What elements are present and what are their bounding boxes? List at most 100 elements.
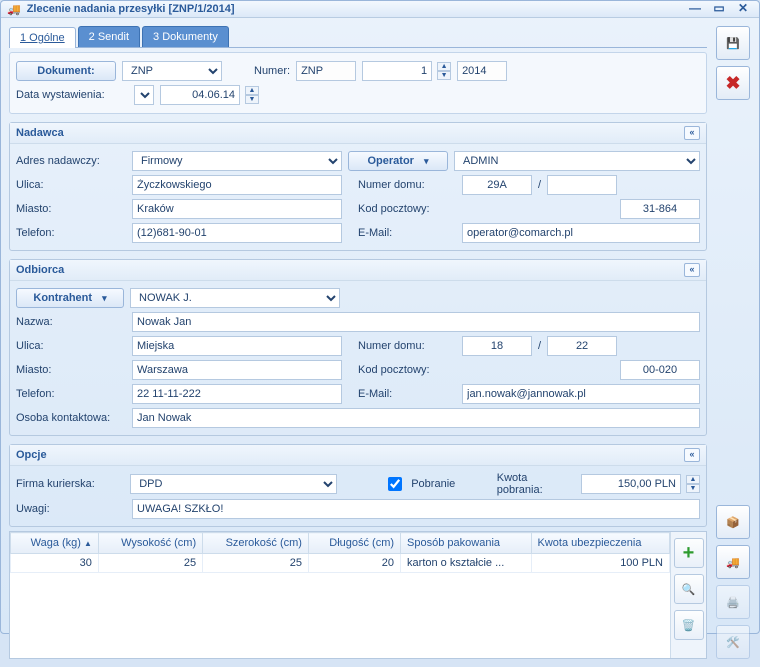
nadawca-title: Nadawca: [16, 127, 64, 139]
app-icon: 🚚: [7, 3, 21, 16]
col-sposob[interactable]: Sposób pakowania: [401, 533, 531, 554]
kwota-spinner[interactable]: ▲▼: [686, 475, 700, 493]
nadawca-section: Nadawca « Adres nadawczy: Firmowy Operato…: [9, 122, 707, 251]
uwagi-input[interactable]: [132, 499, 700, 519]
boxes-icon: 📦: [726, 516, 740, 529]
odbiorca-nazwa-input[interactable]: [132, 312, 700, 332]
nadawca-numer-lokalu-input[interactable]: [547, 175, 617, 195]
numer-label: Numer:: [254, 65, 290, 77]
settings-button[interactable]: 🛠️: [716, 625, 750, 659]
packages-grid: Waga (kg)▲ Wysokość (cm) Szerokość (cm) …: [9, 531, 707, 659]
magnifier-icon: 🔍: [682, 583, 696, 596]
firma-select[interactable]: DPD: [130, 474, 337, 494]
cell-sposob: karton o kształcie ...: [401, 554, 531, 573]
cell-szer: 25: [203, 554, 309, 573]
odbiorca-ulica-label: Ulica:: [16, 340, 126, 352]
adres-nadawczy-label: Adres nadawczy:: [16, 155, 126, 167]
slash: /: [538, 179, 541, 191]
numer-year-input[interactable]: [457, 61, 507, 81]
odbiorca-numer-lokalu-input[interactable]: [547, 336, 617, 356]
odbiorca-section: Odbiorca « Kontrahent▾ NOWAK J. Nazwa: Ul…: [9, 259, 707, 436]
nadawca-ulica-input[interactable]: [132, 175, 342, 195]
kontrahent-button[interactable]: Kontrahent▾: [16, 288, 124, 308]
col-wysokosc[interactable]: Wysokość (cm): [98, 533, 202, 554]
package-button[interactable]: 📦: [716, 505, 750, 539]
odbiorca-tel-input[interactable]: [132, 384, 342, 404]
close-button[interactable]: ✕: [733, 1, 753, 17]
maximize-button[interactable]: ▭: [709, 1, 729, 17]
dokument-button[interactable]: Dokument:: [16, 61, 116, 81]
delete-row-button[interactable]: 🗑️: [674, 610, 704, 640]
odbiorca-numer-domu-input[interactable]: [462, 336, 532, 356]
kwota-input[interactable]: [581, 474, 681, 494]
nadawca-numer-domu-input[interactable]: [462, 175, 532, 195]
odbiorca-miasto-label: Miasto:: [16, 364, 126, 376]
nadawca-miasto-input[interactable]: [132, 199, 342, 219]
app-window: 🚚 Zlecenie nadania przesyłki [ZNP/1/2014…: [0, 0, 760, 634]
odbiorca-title: Odbiorca: [16, 264, 64, 276]
pobranie-label: Pobranie: [411, 478, 455, 490]
add-row-button[interactable]: +: [674, 538, 704, 568]
table-row[interactable]: 30 25 25 20 karton o kształcie ... 100 P…: [11, 554, 670, 573]
osoba-input[interactable]: [132, 408, 700, 428]
odbiorca-email-label: E-Mail:: [358, 388, 456, 400]
tab-dokumenty[interactable]: 3 Dokumenty: [142, 26, 229, 47]
grid-toolbar: + 🔍 🗑️: [670, 532, 706, 658]
trash-icon: 🗑️: [682, 619, 696, 632]
odbiorca-miasto-input[interactable]: [132, 360, 342, 380]
cancel-button[interactable]: ✖: [716, 66, 750, 100]
nadawca-miasto-label: Miasto:: [16, 203, 126, 215]
kontrahent-select[interactable]: NOWAK J.: [130, 288, 340, 308]
numer-prefix-input[interactable]: [296, 61, 356, 81]
sort-asc-icon: ▲: [84, 539, 92, 548]
odbiorca-ulica-input[interactable]: [132, 336, 342, 356]
pobranie-checkbox[interactable]: [388, 477, 402, 491]
uwagi-label: Uwagi:: [16, 503, 126, 515]
numer-value-input[interactable]: [362, 61, 432, 81]
header-panel: Dokument: ZNP Numer: ▲▼ Data wystawienia…: [9, 52, 707, 114]
cell-kwota: 100 PLN: [531, 554, 670, 573]
plus-icon: +: [683, 542, 695, 565]
odbiorca-nazwa-label: Nazwa:: [16, 316, 126, 328]
odbiorca-kod-input[interactable]: [620, 360, 700, 380]
minimize-button[interactable]: —: [685, 1, 705, 17]
truck-icon: 🚚: [726, 556, 740, 569]
shipment-button[interactable]: 🚚: [716, 545, 750, 579]
date-input[interactable]: [160, 85, 240, 105]
dokument-select[interactable]: ZNP: [122, 61, 222, 81]
adres-nadawczy-select[interactable]: Firmowy: [132, 151, 342, 171]
cell-wys: 25: [98, 554, 202, 573]
slash: /: [538, 340, 541, 352]
nadawca-email-input[interactable]: [462, 223, 700, 243]
odbiorca-collapse-icon[interactable]: «: [684, 263, 700, 277]
save-button[interactable]: 💾: [716, 26, 750, 60]
tab-sendit[interactable]: 2 Sendit: [78, 26, 140, 47]
tools-icon: 🛠️: [726, 636, 740, 649]
col-kwota[interactable]: Kwota ubezpieczenia: [531, 533, 670, 554]
nadawca-collapse-icon[interactable]: «: [684, 126, 700, 140]
date-mode-select[interactable]: [134, 85, 154, 105]
tabs: 1 Ogólne 2 Sendit 3 Dokumenty: [9, 26, 707, 48]
cell-waga: 30: [11, 554, 99, 573]
numer-spinner[interactable]: ▲▼: [437, 62, 451, 80]
search-row-button[interactable]: 🔍: [674, 574, 704, 604]
cross-icon: ✖: [725, 73, 740, 94]
operator-button[interactable]: Operator▾: [348, 151, 448, 171]
date-spinner[interactable]: ▲▼: [245, 86, 259, 104]
col-szerokosc[interactable]: Szerokość (cm): [203, 533, 309, 554]
print-button[interactable]: 🖨️: [716, 585, 750, 619]
col-waga[interactable]: Waga (kg)▲: [11, 533, 99, 554]
osoba-label: Osoba kontaktowa:: [16, 412, 126, 424]
nadawca-tel-input[interactable]: [132, 223, 342, 243]
printer-icon: 🖨️: [726, 596, 740, 609]
operator-select[interactable]: ADMIN: [454, 151, 700, 171]
col-dlugosc[interactable]: Długość (cm): [308, 533, 400, 554]
kwota-label: Kwota pobrania:: [497, 472, 575, 496]
nadawca-ulica-label: Ulica:: [16, 179, 126, 191]
date-label: Data wystawienia:: [16, 89, 128, 101]
odbiorca-email-input[interactable]: [462, 384, 700, 404]
opcje-collapse-icon[interactable]: «: [684, 448, 700, 462]
tab-ogolne[interactable]: 1 Ogólne: [9, 27, 76, 48]
nadawca-kod-input[interactable]: [620, 199, 700, 219]
odbiorca-kod-label: Kod pocztowy:: [358, 364, 456, 376]
